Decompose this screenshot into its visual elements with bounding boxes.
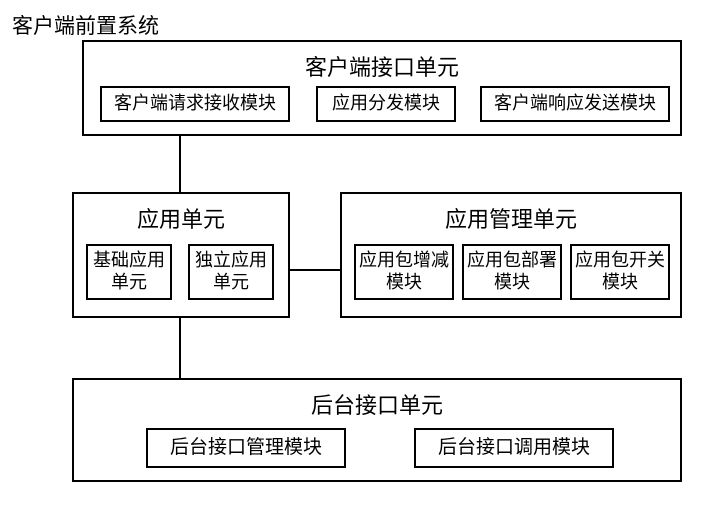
module-pkg-deploy: 应用包部署模块 <box>462 244 562 300</box>
module-base-app-label: 基础应用单元 <box>88 250 170 293</box>
unit-backend-title: 后台接口单元 <box>311 388 443 420</box>
module-pkg-add: 应用包增减模块 <box>354 244 454 300</box>
module-indep-app: 独立应用单元 <box>188 244 274 300</box>
module-indep-app-label: 独立应用单元 <box>190 250 272 293</box>
module-app-dispatch: 应用分发模块 <box>316 86 456 122</box>
module-backend-mgmt-label: 后台接口管理模块 <box>170 437 322 460</box>
module-pkg-switch: 应用包开关模块 <box>570 244 670 300</box>
unit-app-mgmt-title: 应用管理单元 <box>445 202 577 234</box>
module-client-recv: 客户端请求接收模块 <box>100 86 290 122</box>
module-base-app: 基础应用单元 <box>86 244 172 300</box>
module-client-resp: 客户端响应发送模块 <box>480 86 670 122</box>
module-backend-call: 后台接口调用模块 <box>414 428 614 468</box>
module-pkg-deploy-label: 应用包部署模块 <box>464 250 560 293</box>
module-backend-call-label: 后台接口调用模块 <box>438 437 590 460</box>
unit-app-title: 应用单元 <box>137 202 225 234</box>
diagram-title: 客户端前置系统 <box>12 10 159 40</box>
module-pkg-add-label: 应用包增减模块 <box>356 250 452 293</box>
module-client-resp-label: 客户端响应发送模块 <box>494 93 656 115</box>
module-pkg-switch-label: 应用包开关模块 <box>572 250 668 293</box>
module-backend-mgmt: 后台接口管理模块 <box>146 428 346 468</box>
module-app-dispatch-label: 应用分发模块 <box>332 93 440 115</box>
module-client-recv-label: 客户端请求接收模块 <box>114 93 276 115</box>
unit-client-interface-title: 客户端接口单元 <box>305 50 459 82</box>
